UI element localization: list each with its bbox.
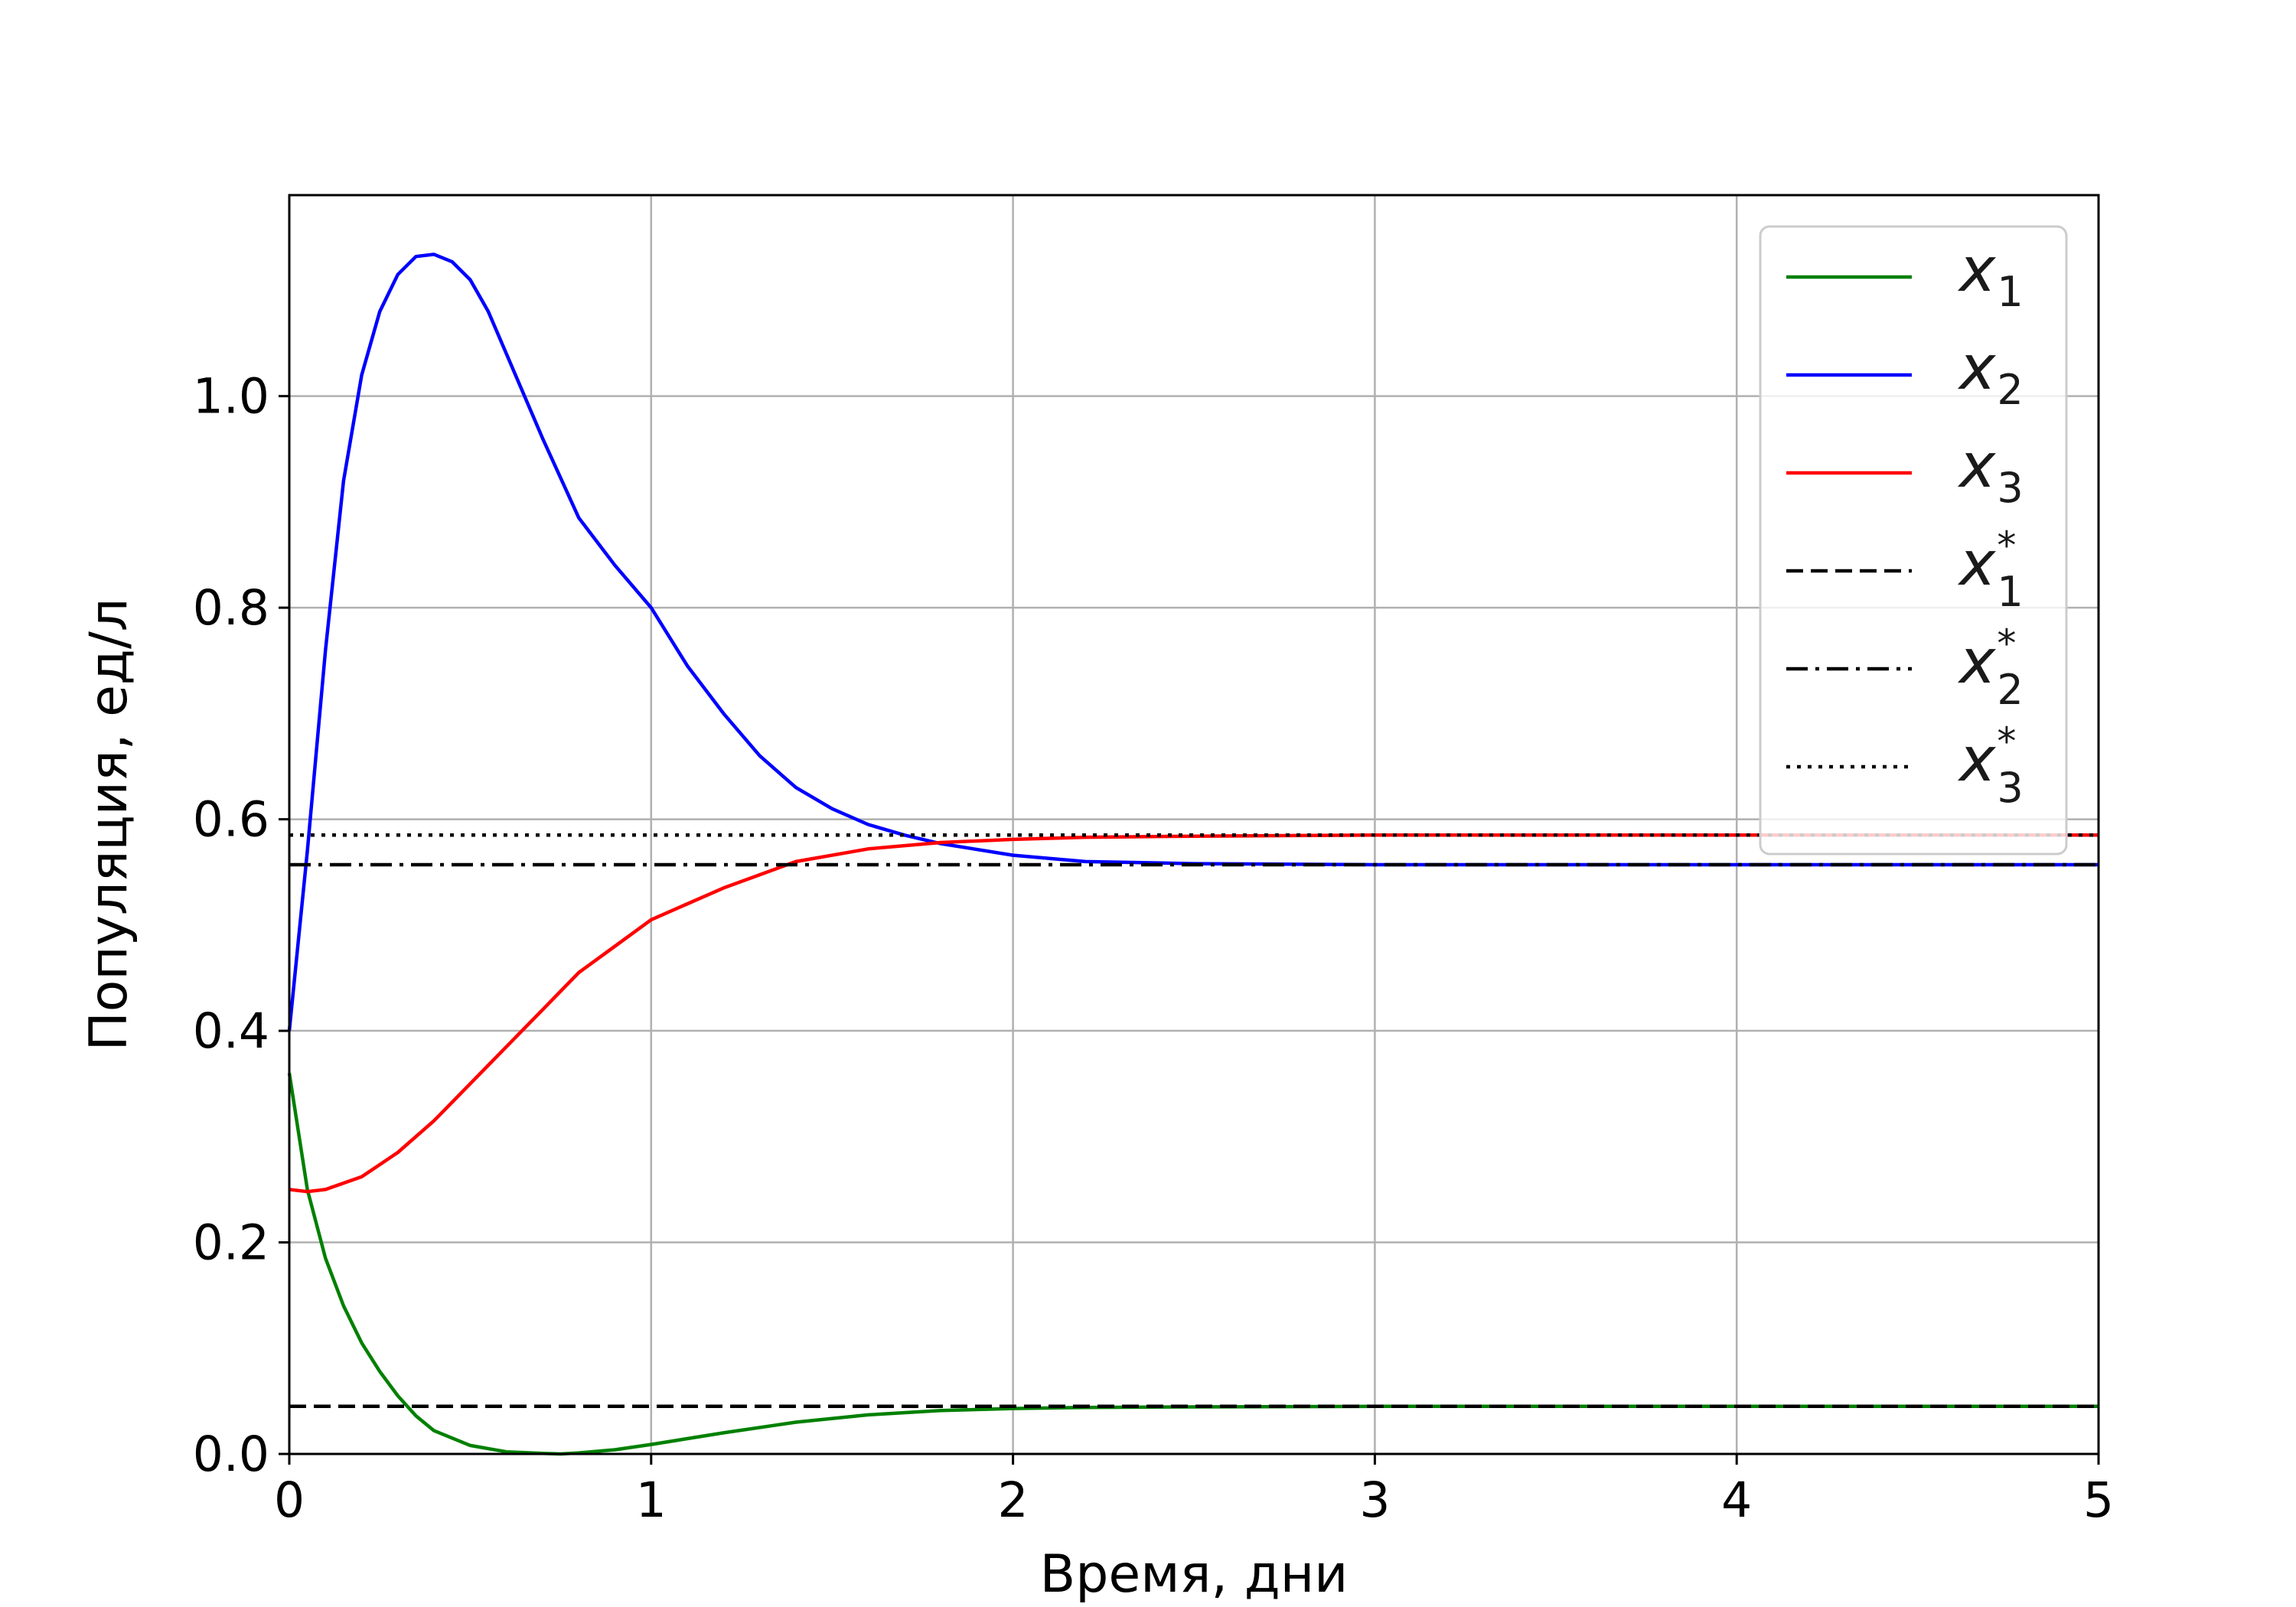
legend-box xyxy=(1759,225,2068,856)
x-tick-label: 5 xyxy=(2083,1472,2114,1528)
y-tick-label: 0.0 xyxy=(193,1426,269,1482)
legend-label-6: x* 3 xyxy=(1957,719,2024,812)
x-tick-label: 1 xyxy=(636,1472,667,1528)
y-axis-label: Популяция, ед/л xyxy=(79,598,139,1051)
legend-label-2: x2 xyxy=(1957,332,2024,414)
x-tick-label: 2 xyxy=(998,1472,1029,1528)
y-tick-label: 0.4 xyxy=(193,1003,269,1059)
series-line-2 xyxy=(287,253,2099,1032)
legend-label-3: x3 xyxy=(1957,430,2024,512)
x-axis-label: Время, дни xyxy=(1040,1544,1349,1605)
legend-label-4: x* 1 xyxy=(1957,523,2024,616)
y-tick-label: 0.8 xyxy=(193,580,269,636)
y-tick-label: 0.2 xyxy=(193,1215,269,1271)
axis-ticks: 0 1 2 3 4 5 0.0 0.2 0.4 0.6 0.8 1.0 xyxy=(193,369,2114,1528)
legend-label-5: x* 2 xyxy=(1957,621,2024,714)
y-tick-label: 1.0 xyxy=(193,369,269,425)
legend: x1 x2 x3 x* 1x* 2x* 3 xyxy=(1759,225,2068,856)
plot-frame xyxy=(288,194,2100,1455)
legend-label-1: x1 xyxy=(1957,234,2024,316)
x-tick-label: 4 xyxy=(1721,1472,1752,1528)
series-line-3 xyxy=(289,833,2099,1194)
y-tick-label: 0.6 xyxy=(193,792,269,848)
x-tick-label: 3 xyxy=(1359,1472,1390,1528)
x-tick-label: 0 xyxy=(274,1472,305,1528)
